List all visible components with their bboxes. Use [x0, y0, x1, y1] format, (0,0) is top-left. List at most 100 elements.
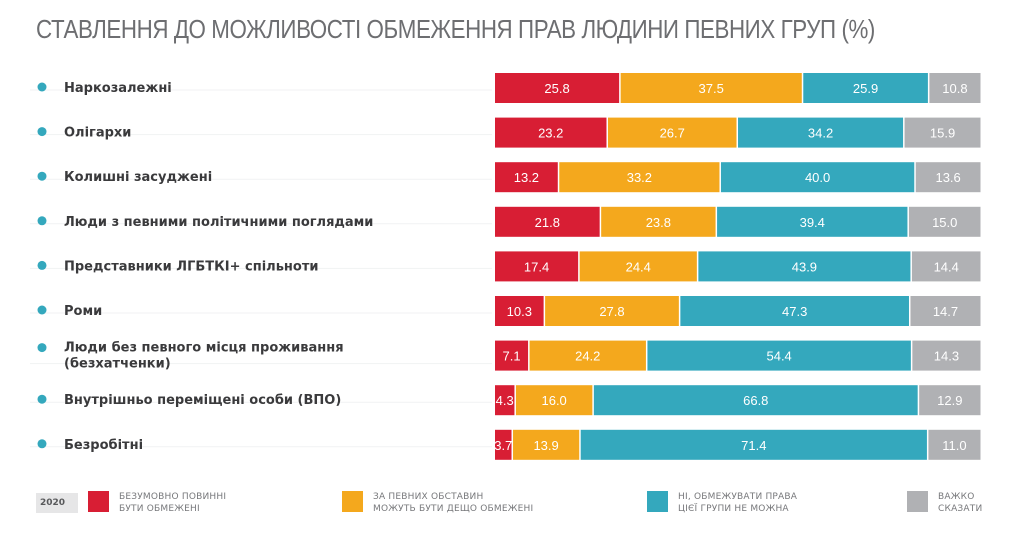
bar-segment-must-restrict [495, 296, 544, 326]
bar-segment-may-restrict [620, 73, 802, 103]
bar-segment-hard-to-say [910, 296, 981, 326]
legend-label-line: НІ, ОБМЕЖУВАТИ ПРАВА [678, 492, 798, 502]
legend-label-line: БУТИ ОБМЕЖЕНІ [119, 504, 200, 514]
legend-label-line: СКАЗАТИ [938, 504, 983, 514]
bar-segment-may-restrict [559, 162, 720, 193]
bar-segment-must-restrict [495, 429, 512, 460]
data-label-must-restrict: 21.8 [535, 215, 560, 230]
legend-label-line: МОЖУТЬ БУТИ ДЕЩО ОБМЕЖЕНІ [373, 504, 534, 514]
bar-segment-may-restrict [545, 296, 679, 326]
data-label-must-restrict: 17.4 [524, 259, 549, 274]
bar-segment-must-restrict [495, 73, 620, 103]
data-label-may-restrict: 26.7 [660, 126, 685, 141]
legend-swatch-cannot-restrict [647, 491, 668, 512]
bar-segment-hard-to-say [929, 73, 981, 103]
data-label-cannot-restrict: 39.4 [800, 215, 825, 230]
data-label-may-restrict: 33.2 [627, 170, 652, 185]
bar-segment-must-restrict [495, 385, 515, 416]
bar-segment-may-restrict [601, 206, 716, 237]
data-label-cannot-restrict: 25.9 [853, 81, 878, 96]
data-label-cannot-restrict: 40.0 [805, 170, 830, 185]
bar-segment-hard-to-say [928, 429, 981, 460]
bar-segment-hard-to-say [908, 206, 981, 237]
bar-segment-must-restrict [495, 251, 579, 282]
category-label: Роми [64, 304, 102, 319]
bullet-icon [37, 305, 47, 315]
data-label-hard-to-say: 15.9 [930, 126, 955, 141]
legend-item-may-restrict: ЗА ПЕВНИХ ОБСТАВИН МОЖУТЬ БУТИ ДЕЩО ОБМЕ… [342, 491, 573, 515]
category-label: Безробітні [64, 438, 143, 453]
data-label-may-restrict: 13.9 [533, 438, 558, 453]
bar-segment-cannot-restrict [593, 385, 918, 416]
legend-item-hard-to-say: ВАЖКО СКАЗАТИ [907, 491, 998, 515]
data-label-cannot-restrict: 54.4 [766, 349, 791, 364]
year-badge: 2020 [36, 493, 78, 513]
bullet-icon [37, 394, 47, 404]
legend-label-may-restrict: ЗА ПЕВНИХ ОБСТАВИН МОЖУТЬ БУТИ ДЕЩО ОБМЕ… [373, 491, 573, 515]
data-label-must-restrict: 10.3 [507, 304, 532, 319]
category-label: (безхатченки) [64, 357, 171, 372]
bar-segment-must-restrict [495, 206, 600, 237]
data-label-may-restrict: 16.0 [541, 393, 566, 408]
data-label-may-restrict: 37.5 [699, 81, 724, 96]
bar-segment-must-restrict [495, 340, 529, 371]
bar-segment-cannot-restrict [680, 296, 909, 326]
bar-segment-cannot-restrict [698, 251, 911, 282]
bar-segment-cannot-restrict [738, 117, 904, 148]
category-label: Внутрішньо переміщені особи (ВПО) [64, 393, 341, 408]
legend-swatch-may-restrict [342, 491, 363, 512]
category-label: Представники ЛГБТКІ+ спільноти [64, 259, 318, 274]
bar-segment-may-restrict [529, 340, 646, 371]
data-label-may-restrict: 24.4 [626, 259, 651, 274]
bar-segment-cannot-restrict [580, 429, 927, 460]
data-label-may-restrict: 27.8 [599, 304, 624, 319]
data-label-must-restrict: 13.2 [514, 170, 539, 185]
data-label-hard-to-say: 15.0 [932, 215, 957, 230]
legend-swatch-must-restrict [88, 491, 109, 512]
legend-label-hard-to-say: ВАЖКО СКАЗАТИ [938, 491, 998, 515]
category-label: Колишні засуджені [64, 170, 212, 185]
bullet-icon [37, 343, 47, 353]
bar-segment-cannot-restrict [647, 340, 911, 371]
legend-item-must-restrict: БЕЗУМОВНО ПОВИННІ БУТИ ОБМЕЖЕНІ [88, 491, 319, 515]
stacked-bar-chart: Наркозалежні 25.8 37.5 25.9 10.8 Олігархи 23.2… [30, 73, 981, 460]
bar-segment-may-restrict [579, 251, 697, 282]
legend-label-line: ЦІЄЇ ГРУПИ НЕ МОЖНА [678, 504, 789, 514]
bar-segment-cannot-restrict [720, 162, 915, 193]
bullet-icon [37, 82, 47, 92]
data-label-hard-to-say: 13.6 [935, 170, 960, 185]
data-label-hard-to-say: 14.4 [934, 259, 959, 274]
bar-segment-may-restrict [513, 429, 580, 460]
data-label-cannot-restrict: 43.9 [792, 259, 817, 274]
bar-segment-hard-to-say [915, 162, 981, 193]
bar-segment-must-restrict [495, 162, 558, 193]
bullet-icon [37, 171, 47, 181]
bar-segment-cannot-restrict [717, 206, 908, 237]
chart-title: СТАВЛЕННЯ ДО МОЖЛИВОСТІ ОБМЕЖЕННЯ ПРАВ Л… [36, 14, 875, 44]
legend-label-cannot-restrict: НІ, ОБМЕЖУВАТИ ПРАВА ЦІЄЇ ГРУПИ НЕ МОЖНА [678, 491, 878, 515]
data-label-cannot-restrict: 47.3 [782, 304, 807, 319]
data-label-cannot-restrict: 71.4 [741, 438, 766, 453]
data-label-cannot-restrict: 34.2 [808, 126, 833, 141]
data-label-may-restrict: 24.2 [575, 349, 600, 364]
bullet-icon [37, 260, 47, 270]
data-label-hard-to-say: 14.3 [934, 349, 959, 364]
data-label-must-restrict: 7.1 [502, 349, 520, 364]
data-label-may-restrict: 23.8 [646, 215, 671, 230]
data-label-must-restrict: 23.2 [538, 126, 563, 141]
legend-label-must-restrict: БЕЗУМОВНО ПОВИННІ БУТИ ОБМЕЖЕНІ [119, 491, 319, 515]
data-label-hard-to-say: 10.8 [942, 81, 967, 96]
legend-label-line: ВАЖКО [938, 492, 975, 502]
bar-segment-may-restrict [515, 385, 593, 416]
category-label: Олігархи [64, 126, 131, 141]
data-label-must-restrict: 3.7 [494, 438, 512, 453]
bar-segment-may-restrict [607, 117, 737, 148]
data-label-hard-to-say: 12.9 [937, 393, 962, 408]
bullet-icon [37, 216, 47, 226]
data-label-must-restrict: 25.8 [544, 81, 569, 96]
legend-label-line: БЕЗУМОВНО ПОВИННІ [119, 492, 227, 502]
bar-segment-cannot-restrict [803, 73, 928, 103]
legend-item-cannot-restrict: НІ, ОБМЕЖУВАТИ ПРАВА ЦІЄЇ ГРУПИ НЕ МОЖНА [647, 491, 878, 515]
bar-segment-hard-to-say [911, 251, 981, 282]
bar-segment-hard-to-say [919, 385, 981, 416]
